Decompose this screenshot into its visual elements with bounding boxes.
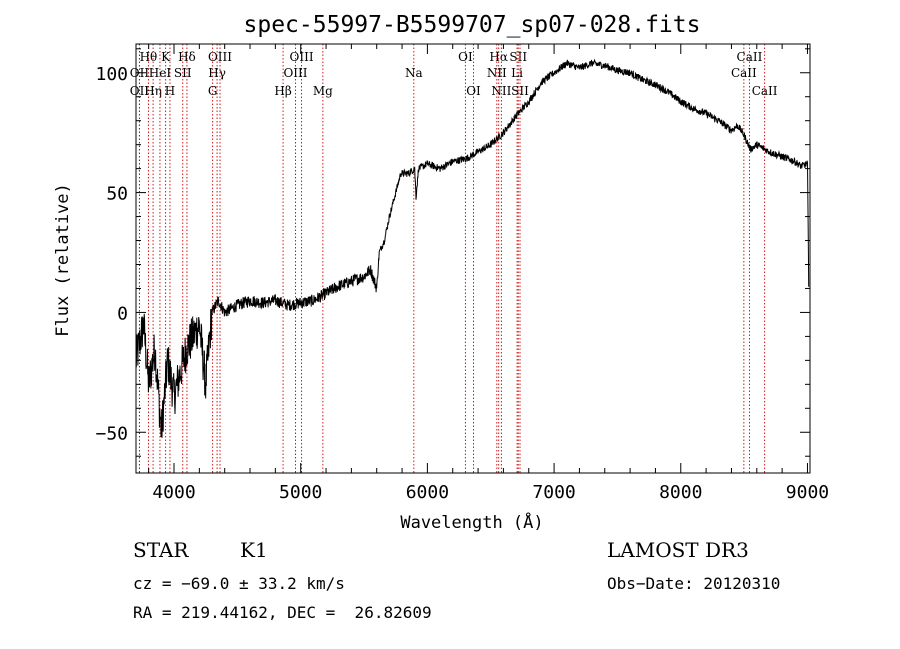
line-label-5: K bbox=[161, 50, 171, 64]
line-label-10: Hγ bbox=[208, 66, 226, 80]
line-label-0: Hθ bbox=[140, 50, 158, 64]
line-label-2: OII bbox=[130, 84, 150, 98]
line-label-8: Hδ bbox=[178, 50, 196, 64]
line-label-18: OI bbox=[466, 84, 481, 98]
x-tick-label-8000: 8000 bbox=[659, 482, 702, 503]
y-tick-label--50: −50 bbox=[95, 423, 128, 444]
line-label-11: G bbox=[208, 84, 218, 98]
line-label-26: CaII bbox=[731, 66, 757, 80]
y-axis-label: Flux (relative) bbox=[53, 183, 73, 337]
spectrum-layer bbox=[135, 58, 810, 438]
line-label-6: H bbox=[165, 84, 175, 98]
line-label-25: CaII bbox=[737, 50, 763, 64]
y-tick-label-100: 100 bbox=[95, 64, 128, 85]
x-tick-label-6000: 6000 bbox=[406, 482, 449, 503]
y-tick-label-0: 0 bbox=[117, 303, 128, 324]
survey-label: LAMOST DR3 bbox=[607, 538, 749, 562]
line-label-15: Mg bbox=[313, 84, 333, 98]
line-label-24: SII bbox=[511, 84, 529, 98]
line-label-12: Hβ bbox=[274, 84, 291, 98]
chart-title: spec-55997-B5599707_sp07-028.fits bbox=[244, 12, 701, 38]
line-label-14: OIII bbox=[283, 66, 307, 80]
y-tick-label-50: 50 bbox=[106, 184, 128, 205]
line-label-17: OI bbox=[458, 50, 473, 64]
plot-frame bbox=[135, 43, 811, 474]
line-label-13: OIII bbox=[290, 50, 314, 64]
y-axis: −50 0 50 100 bbox=[95, 48, 810, 457]
line-label-22: SII bbox=[509, 50, 527, 64]
x-axis-label: Wavelength (Å) bbox=[400, 511, 543, 533]
sky-coordinates: RA = 219.44162, DEC = 26.82609 bbox=[133, 603, 432, 622]
x-tick-label-5000: 5000 bbox=[279, 482, 322, 503]
line-label-3: Hη bbox=[144, 84, 162, 98]
line-label-27: CaII bbox=[752, 84, 778, 98]
x-tick-label-4000: 4000 bbox=[152, 482, 195, 503]
object-class: STAR bbox=[133, 538, 189, 562]
line-label-16: Na bbox=[405, 66, 423, 80]
x-axis: 4000 5000 6000 7000 8000 9000 bbox=[148, 44, 829, 503]
spectrum-line bbox=[135, 58, 810, 438]
line-label-19: Hα bbox=[489, 50, 508, 64]
line-label-7: SII bbox=[174, 66, 192, 80]
x-tick-label-7000: 7000 bbox=[532, 482, 575, 503]
observation-date: Obs−Date: 20120310 bbox=[607, 574, 781, 593]
redshift-velocity: cz = −69.0 ± 33.2 km/s bbox=[133, 574, 345, 593]
x-tick-label-9000: 9000 bbox=[786, 482, 829, 503]
line-label-4: HeI bbox=[149, 66, 172, 80]
line-label-9: OIII bbox=[208, 50, 232, 64]
line-label-21: NII bbox=[491, 84, 511, 98]
line-label-23: Li bbox=[511, 66, 523, 80]
object-subclass: K1 bbox=[240, 538, 268, 562]
line-label-20: NII bbox=[487, 66, 507, 80]
